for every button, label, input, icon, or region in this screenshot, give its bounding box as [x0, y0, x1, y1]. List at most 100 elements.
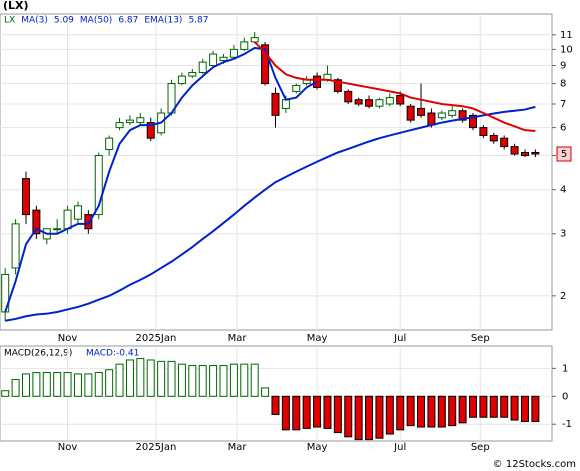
ma-line — [5, 105, 536, 322]
macd-bar — [125, 359, 134, 397]
candle-body — [32, 209, 41, 235]
macd-value: MACD:-0.41 — [86, 349, 139, 359]
macd-bar — [271, 395, 280, 415]
macd-bar — [177, 363, 186, 397]
macd-bar — [1, 390, 10, 397]
candle-body — [261, 44, 270, 85]
candle-body — [458, 110, 467, 121]
macd-bar — [489, 395, 498, 418]
macd-bar — [73, 373, 82, 397]
candle-body — [240, 41, 249, 50]
macd-bar — [94, 372, 103, 397]
candle-body — [146, 122, 155, 139]
macd-bar — [448, 395, 457, 427]
macd-bar — [63, 372, 72, 397]
y-tick-label: 7 — [560, 99, 566, 110]
macd-bar — [344, 395, 353, 438]
x-tick-label: 2025Jan — [135, 442, 176, 453]
x-tick-label: Jul — [393, 333, 406, 344]
candle-body — [406, 105, 415, 121]
candle-body — [84, 214, 93, 230]
macd-bar — [240, 363, 249, 397]
x-tick-label: Jul — [393, 442, 406, 453]
candle-body — [63, 209, 72, 230]
y-tick-label: 4 — [560, 185, 566, 196]
candle-body — [531, 151, 540, 155]
macd-bar — [531, 395, 540, 422]
x-tick-label: May — [307, 442, 328, 453]
macd-bar — [323, 395, 332, 429]
macd-bar — [468, 395, 477, 418]
candle-body — [73, 205, 82, 220]
candle-body — [21, 178, 30, 216]
macd-bar — [510, 395, 519, 421]
y-tick-label: 3 — [560, 229, 566, 240]
macd-bar — [21, 373, 30, 397]
candle-body — [437, 112, 446, 119]
macd-bar — [292, 395, 301, 431]
y-tick-label: 9 — [560, 61, 566, 72]
macd-bar — [396, 395, 405, 431]
macd-bar — [209, 365, 218, 397]
legend-text: EMA(13) — [144, 16, 182, 26]
macd-bar — [250, 363, 259, 397]
candle-body — [344, 90, 353, 103]
candle-body — [417, 107, 426, 116]
candle-body — [281, 99, 290, 109]
y-tick-label: 2 — [560, 291, 566, 302]
y-tick-label: 11 — [560, 30, 573, 41]
candle-body — [229, 48, 238, 58]
macd-bar — [500, 395, 509, 418]
candle-body — [510, 146, 519, 155]
macd-bar — [406, 395, 415, 427]
legend-text: MA(50) — [80, 16, 112, 26]
y-tick-label: 1 — [562, 363, 568, 374]
ma-line — [4, 46, 318, 313]
x-tick-label: May — [307, 333, 328, 344]
x-tick-label: Sep — [471, 333, 490, 344]
legend-text: 6.87 — [118, 16, 138, 26]
candle-body — [396, 94, 405, 105]
macd-bar — [302, 395, 311, 429]
macd-panel — [0, 345, 553, 442]
macd-bar — [354, 395, 363, 441]
macd-bar — [333, 395, 342, 434]
legend-text: MA(3) — [21, 16, 48, 26]
footer: © 12Stocks.com — [493, 459, 576, 470]
macd-bar — [479, 395, 488, 418]
candle-body — [94, 155, 103, 216]
candle-body — [11, 223, 20, 269]
macd-bar — [437, 395, 446, 428]
candle-body — [115, 122, 124, 129]
x-tick-label: 2025Jan — [135, 333, 176, 344]
macd-bar — [385, 395, 394, 435]
macd-bar — [281, 395, 290, 431]
x-tick-label: Sep — [471, 442, 490, 453]
macd-title: MACD(26,12,9) — [4, 349, 72, 359]
macd-bar — [520, 395, 529, 422]
candle-body — [365, 99, 374, 107]
macd-bar — [188, 365, 197, 397]
y-tick-label: -1 — [562, 419, 572, 430]
macd-bar — [229, 363, 238, 397]
chart-title: (LX) — [3, 0, 29, 12]
y-tick-label: 8 — [560, 79, 566, 90]
price-tag — [556, 146, 572, 162]
candle-body — [250, 37, 259, 43]
y-tick-label: 10 — [560, 44, 573, 55]
x-tick-label: Nov — [58, 333, 78, 344]
macd-bar — [198, 365, 207, 397]
ma-line — [253, 41, 536, 132]
legend-text: 5.09 — [54, 16, 74, 26]
macd-bar — [157, 360, 166, 397]
candle-body — [53, 228, 62, 231]
macd-bar — [365, 395, 374, 441]
candle-body — [468, 114, 477, 129]
candle-body — [292, 84, 301, 92]
y-tick-label: 0 — [562, 391, 568, 402]
macd-bar — [427, 395, 436, 428]
macd-bar — [42, 372, 51, 397]
candle-body — [198, 61, 207, 73]
macd-bar — [313, 395, 322, 428]
